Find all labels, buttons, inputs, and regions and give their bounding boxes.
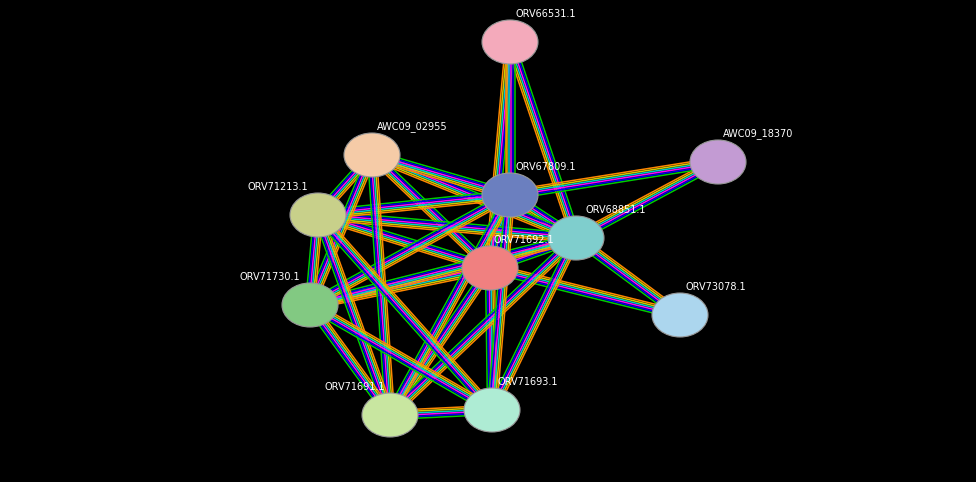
Text: ORV71693.1: ORV71693.1	[497, 377, 557, 387]
Text: ORV68851.1: ORV68851.1	[586, 205, 646, 215]
Ellipse shape	[482, 20, 538, 64]
Ellipse shape	[362, 393, 418, 437]
Ellipse shape	[344, 133, 400, 177]
Ellipse shape	[290, 193, 346, 237]
Text: ORV71213.1: ORV71213.1	[247, 182, 308, 192]
Text: AWC09_02955: AWC09_02955	[377, 121, 448, 133]
Ellipse shape	[462, 246, 518, 290]
Text: AWC09_18370: AWC09_18370	[723, 129, 793, 139]
Ellipse shape	[548, 216, 604, 260]
Text: ORV71691.1: ORV71691.1	[324, 382, 385, 392]
Ellipse shape	[482, 173, 538, 217]
Text: ORV71730.1: ORV71730.1	[239, 272, 300, 282]
Text: ORV67809.1: ORV67809.1	[515, 162, 576, 172]
Text: ORV71692.1: ORV71692.1	[493, 235, 553, 245]
Ellipse shape	[282, 283, 338, 327]
Text: ORV73078.1: ORV73078.1	[685, 282, 746, 292]
Text: ORV66531.1: ORV66531.1	[515, 9, 576, 19]
Ellipse shape	[690, 140, 746, 184]
Ellipse shape	[464, 388, 520, 432]
Ellipse shape	[652, 293, 708, 337]
